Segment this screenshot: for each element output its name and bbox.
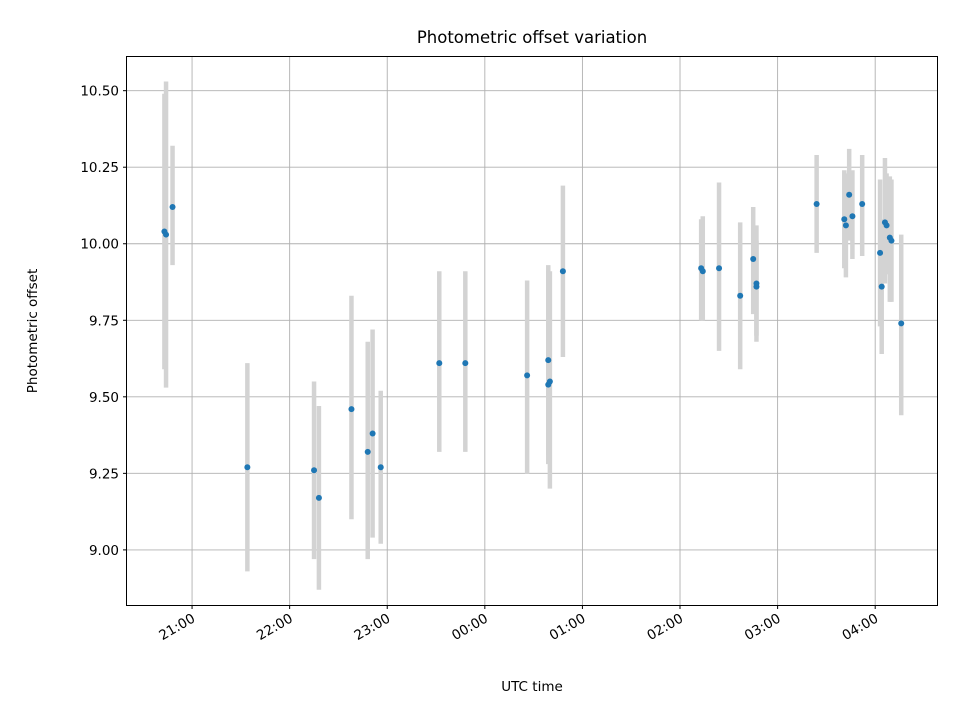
data-point xyxy=(169,204,176,211)
x-tick-label: 02:00 xyxy=(644,611,686,644)
data-point xyxy=(244,464,251,471)
data-point xyxy=(898,320,905,327)
data-point xyxy=(878,283,885,290)
grid-layer xyxy=(127,57,937,605)
data-point xyxy=(813,200,820,207)
data-point xyxy=(545,357,552,364)
data-point xyxy=(377,464,384,471)
x-tick-label: 00:00 xyxy=(449,611,491,644)
y-tick-label: 9.25 xyxy=(89,466,119,482)
data-point xyxy=(348,406,355,413)
data-point xyxy=(559,268,566,275)
data-point xyxy=(849,213,856,220)
y-tick-label: 9.75 xyxy=(89,313,119,329)
error-bar-layer xyxy=(162,81,904,590)
x-tick-label: 21:00 xyxy=(156,611,198,644)
data-point xyxy=(888,237,895,244)
data-point xyxy=(841,216,848,223)
x-tick-label: 23:00 xyxy=(352,611,394,644)
plot-frame xyxy=(126,56,938,606)
data-point xyxy=(364,448,371,455)
x-tick-label: 04:00 xyxy=(839,611,881,644)
data-point xyxy=(436,360,443,367)
data-point xyxy=(311,467,318,474)
data-point xyxy=(163,231,170,238)
x-tick-label: 22:00 xyxy=(254,611,296,644)
data-point xyxy=(524,372,531,379)
x-tick-label: 01:00 xyxy=(547,611,589,644)
data-point xyxy=(462,360,469,367)
data-point xyxy=(546,378,553,385)
data-point xyxy=(877,249,884,256)
data-point-layer xyxy=(161,191,905,501)
y-tick-layer: 9.00 9.25 9.50 9.75 10.00 10.25 10.50 xyxy=(80,84,127,559)
chart-title: Photometric offset variation xyxy=(417,28,647,47)
data-point xyxy=(750,256,757,263)
data-point xyxy=(753,283,760,290)
data-point xyxy=(315,494,322,501)
data-point xyxy=(737,292,744,299)
y-tick-label: 9.50 xyxy=(89,390,119,406)
y-tick-label: 9.00 xyxy=(89,543,119,559)
y-tick-label: 10.25 xyxy=(80,160,119,176)
data-point xyxy=(369,430,376,437)
data-point xyxy=(699,268,706,275)
x-axis-label: UTC time xyxy=(501,679,563,695)
x-tick-layer: 21:00 22:00 23:00 00:00 01:00 02:00 03:00 04:00 xyxy=(156,605,881,644)
data-point xyxy=(842,222,849,229)
data-point xyxy=(846,191,853,198)
y-tick-label: 10.50 xyxy=(80,84,119,100)
y-tick-label: 10.00 xyxy=(80,237,119,253)
data-point xyxy=(859,200,866,207)
data-point xyxy=(883,222,890,229)
data-point xyxy=(716,265,723,272)
y-axis-label: Photometric offset xyxy=(25,269,41,393)
x-tick-label: 03:00 xyxy=(742,611,784,644)
